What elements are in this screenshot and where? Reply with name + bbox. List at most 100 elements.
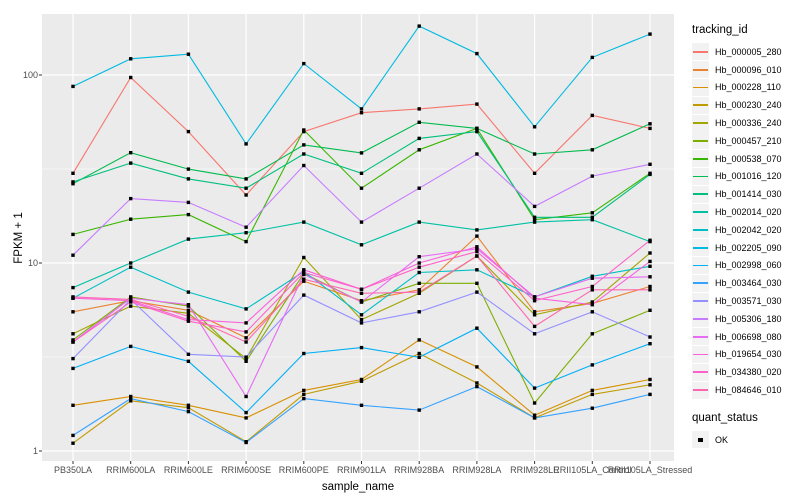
legend-item-label: Hb_000230_240 [715,100,782,111]
data-point [590,392,594,397]
legend-item-Hb_000096_010: Hb_000096_010 [692,61,798,79]
legend-item-label: Hb_000005_280 [715,46,782,57]
data-point [532,310,537,314]
data-point [359,243,364,247]
data-point [417,351,421,356]
legend-item-Hb_084646_010: Hb_084646_010 [692,381,798,399]
data-point [359,345,364,350]
data-point [417,148,421,152]
legend-key-line-icon [692,203,709,221]
data-point [302,272,306,277]
data-point [590,288,594,292]
data-point [648,264,652,268]
legend-item-Hb_000457_210: Hb_000457_210 [692,132,798,150]
data-point [71,332,75,336]
x-tick-label: RRIM600PE [278,465,329,475]
data-point [302,220,306,224]
data-point [244,355,248,359]
data-point [359,107,364,111]
data-point [244,225,248,229]
data-point [129,161,133,165]
legend-key-line-icon [692,381,709,399]
data-point [71,84,75,89]
data-point [129,304,133,308]
data-point [71,171,75,175]
legend-key-line-icon [692,256,709,274]
data-point [359,291,364,295]
data-point [648,126,652,131]
data-point [244,340,248,344]
legend-item-Hb_003571_030: Hb_003571_030 [692,292,798,310]
data-point [648,377,652,382]
x-axis-title: sample_name [321,481,395,493]
legend-item-Hb_002205_090: Hb_002205_090 [692,239,798,257]
data-point [475,129,479,134]
data-point [532,401,537,405]
legend-key-line-icon [692,114,709,132]
data-point [302,268,306,272]
legend-item-Hb_002998_060: Hb_002998_060 [692,256,798,275]
data-point [302,163,306,168]
data-point [532,218,537,222]
legend: tracking_id Hb_000005_280 Hb_000096_010 Hb… [692,24,798,449]
legend-item-label: Hb_084646_010 [715,385,782,396]
data-point [590,388,594,393]
data-point [648,172,652,177]
data-point [186,212,191,217]
data-point [475,245,479,249]
data-point [302,388,306,393]
legend-key-line-icon [692,185,709,203]
data-point [417,186,421,190]
data-point [648,284,652,289]
data-point [71,295,75,299]
data-point [590,218,594,222]
legend-quant-status-block: quant_status OK [692,412,798,449]
data-point [590,211,594,215]
data-point [244,321,248,325]
data-point [129,344,133,349]
legend-item-Hb_000228_110: Hb_000228_110 [692,78,798,97]
data-point [475,365,479,369]
data-point [302,396,306,401]
data-point [302,270,306,275]
data-point [129,217,133,221]
data-point [244,239,248,244]
data-point [590,215,594,219]
data-point [71,340,75,344]
data-point [475,268,479,272]
data-point [186,359,191,363]
data-point [648,342,652,346]
data-point [590,148,594,152]
data-point [475,249,479,254]
data-point [71,310,75,314]
data-point [532,204,537,209]
legend-key-line-icon [692,363,709,381]
data-point [186,308,191,312]
data-point [302,279,306,283]
legend-item-ok-label: OK [715,434,729,445]
x-tick-label: RRIM600SE [221,465,272,475]
legend-key-line-icon [692,167,709,185]
legend-title-tracking-id: tracking_id [692,24,748,36]
data-point [532,296,537,300]
data-point [475,384,479,389]
data-point [417,338,421,342]
data-point [129,297,133,302]
ok-square-icon [692,431,709,449]
data-point [244,359,248,363]
data-point [417,136,421,141]
data-point [244,177,248,181]
y-tick-label: 1 [32,445,38,456]
data-point [186,352,191,356]
data-point [475,234,479,238]
legend-item-label: Hb_000096_010 [715,64,782,75]
data-point [302,128,306,132]
legend-item-Hb_005306_180: Hb_005306_180 [692,310,798,328]
x-tick-label: RRII105LA_Stressed [607,465,693,475]
data-point [417,290,421,294]
data-point [475,126,479,131]
legend-key-line-icon [692,328,709,346]
legend-item-label: Hb_003464_030 [715,278,782,289]
data-point [532,152,537,156]
data-point [244,440,248,445]
